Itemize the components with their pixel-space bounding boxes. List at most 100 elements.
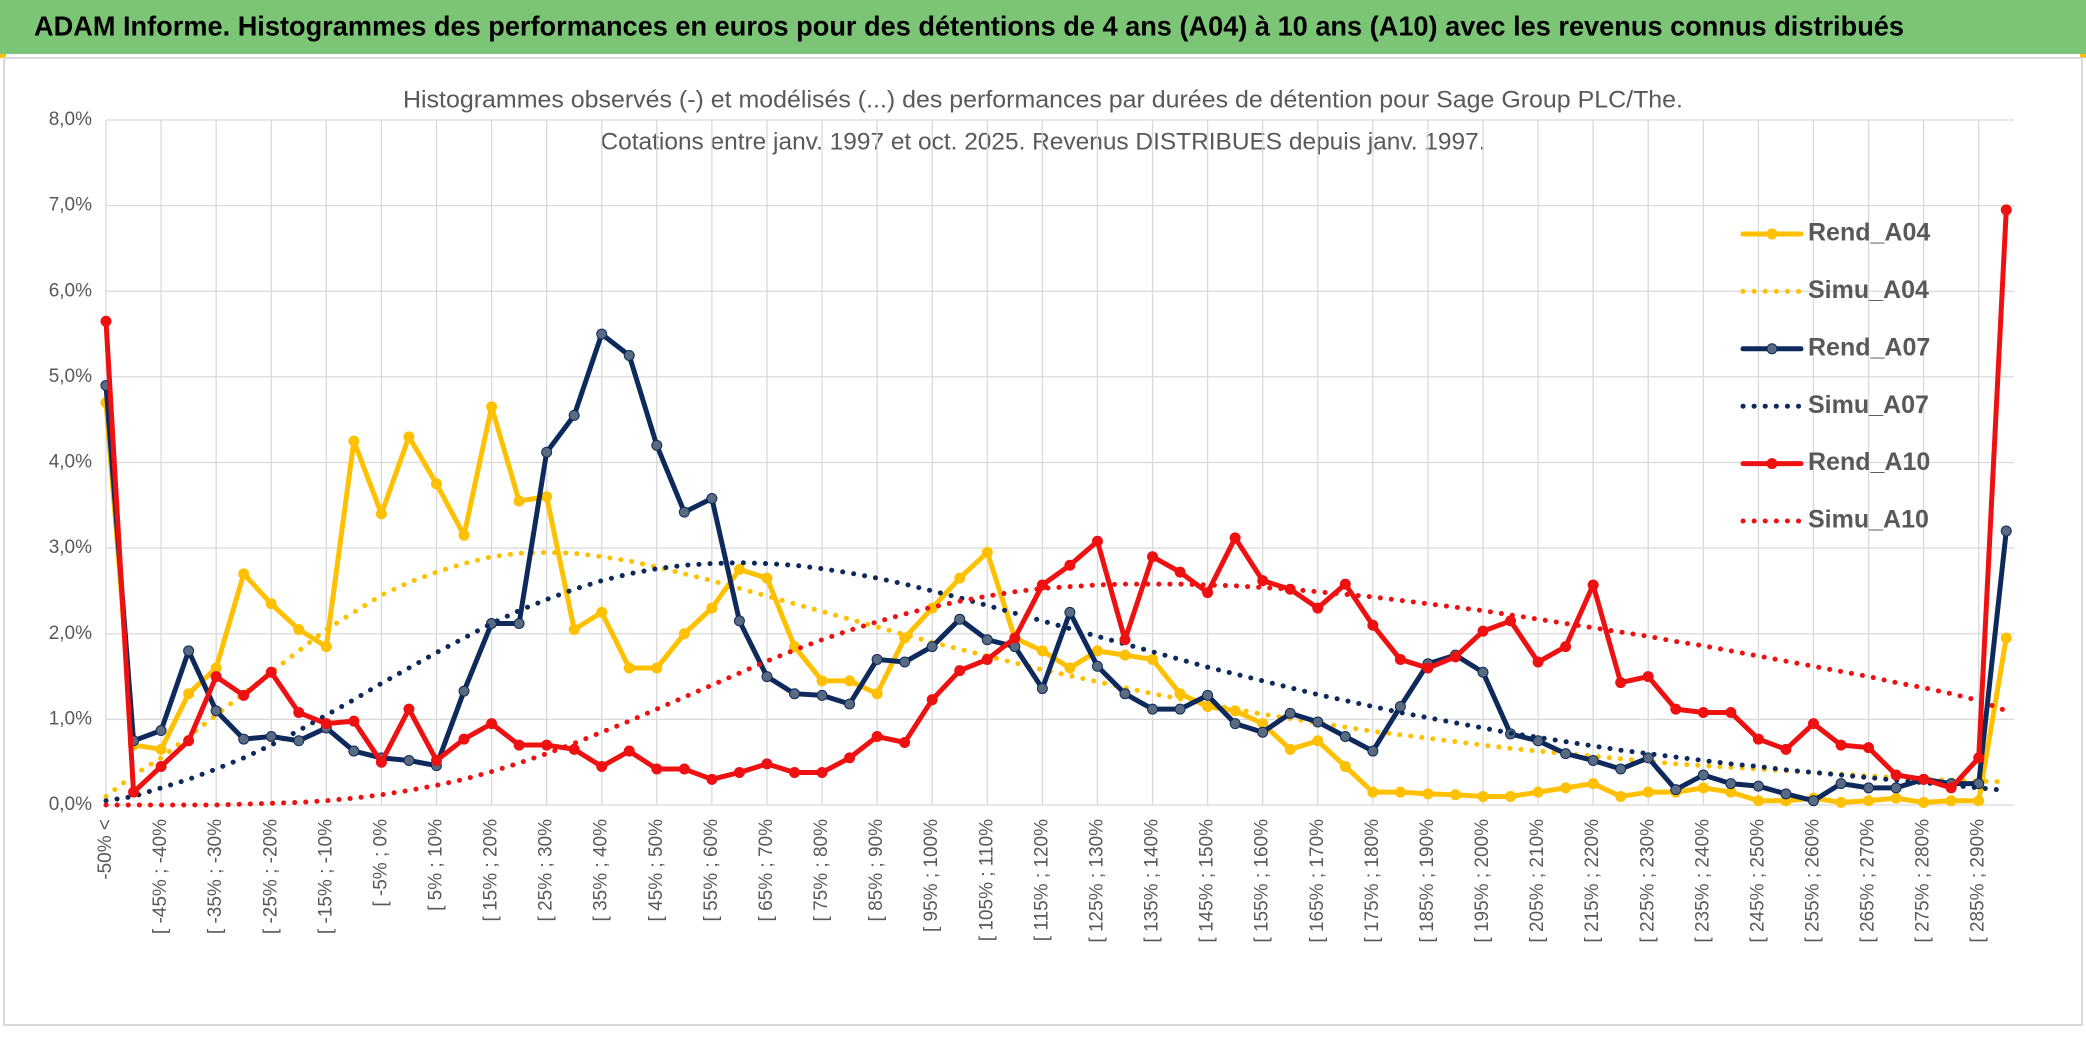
x-tick-label: [ 205% ; 210%: [1527, 819, 1548, 943]
data-point: [128, 786, 140, 798]
data-point: [1670, 703, 1682, 715]
data-point: [1973, 795, 1985, 807]
data-point: [1229, 532, 1241, 544]
data-point: [733, 766, 745, 778]
data-point: [1780, 743, 1792, 755]
data-point: [1863, 795, 1875, 807]
data-point: [155, 760, 167, 772]
data-point: [1697, 769, 1709, 781]
data-point: [293, 707, 305, 719]
data-point: [1036, 645, 1048, 657]
series-line: [103, 581, 2009, 808]
data-point: [1890, 792, 1902, 804]
data-point: [348, 435, 360, 447]
data-point: [1835, 778, 1847, 790]
data-point: [1863, 742, 1875, 754]
data-point: [1725, 778, 1737, 790]
data-point: [1477, 625, 1489, 637]
data-point: [568, 743, 580, 755]
data-point: [265, 598, 277, 610]
legend-label: Rend_A04: [1808, 219, 1930, 247]
data-point: [1642, 786, 1654, 798]
x-tick-label: [ 285% ; 290%: [1968, 819, 1989, 943]
x-tick-label: [ -35% ; -30%: [205, 819, 226, 934]
data-point: [1422, 788, 1434, 800]
data-point: [789, 766, 800, 778]
data-point: [320, 718, 332, 730]
data-point: [1091, 645, 1103, 657]
data-point: [678, 506, 690, 518]
data-point: [1367, 786, 1379, 798]
data-point: [320, 641, 332, 653]
data-point: [238, 568, 250, 580]
banner: [0, 0, 2086, 54]
data-point: [706, 773, 718, 785]
data-point: [1918, 773, 1930, 785]
x-tick-label: -50% <: [95, 819, 116, 880]
data-point: [458, 529, 470, 541]
data-point: [954, 613, 966, 625]
data-point: [183, 735, 195, 747]
data-point: [1505, 790, 1517, 802]
y-tick-label: 8,0%: [49, 109, 92, 130]
data-point: [761, 758, 773, 770]
data-point: [1697, 782, 1709, 794]
data-point: [1202, 587, 1214, 599]
data-point: [761, 572, 773, 584]
data-point: [844, 698, 856, 710]
x-tick-label: [ -15% ; -10%: [315, 819, 336, 934]
x-tick-label: [ -5% ; 0%: [370, 819, 391, 907]
data-point: [238, 733, 250, 745]
data-point: [1615, 677, 1627, 689]
data-point: [210, 671, 222, 683]
data-point: [403, 754, 415, 766]
data-point: [1422, 662, 1434, 674]
data-point: [1890, 769, 1902, 781]
data-point: [1532, 735, 1544, 747]
x-tick-label: [ 25% ; 30%: [536, 819, 557, 922]
data-point: [430, 478, 442, 490]
data-point: [1752, 795, 1764, 807]
data-point: [1642, 752, 1654, 764]
data-point: [1312, 602, 1324, 614]
data-point: [568, 409, 580, 421]
data-point: [2000, 632, 2012, 644]
data-point: [486, 718, 498, 730]
data-point: [1532, 656, 1544, 668]
data-point: [375, 756, 387, 768]
corner-accent: [2080, 54, 2086, 58]
x-tick-label: [ 95% ; 100%: [921, 819, 942, 932]
data-point: [926, 694, 938, 706]
data-point: [265, 731, 277, 742]
data-point: [706, 602, 718, 614]
data-point: [1477, 790, 1489, 802]
data-point: [1918, 796, 1930, 808]
legend-label: Simu_A04: [1808, 276, 1929, 304]
data-point: [706, 492, 718, 504]
data-point: [1257, 575, 1269, 587]
legend-label: Rend_A10: [1808, 448, 1930, 476]
data-point: [1532, 786, 1544, 798]
data-point: [348, 745, 360, 757]
x-tick-label: [ 105% ; 110%: [976, 819, 997, 941]
data-point: [844, 675, 856, 687]
x-tick-label: [ -25% ; -20%: [260, 819, 281, 934]
data-point: [1394, 786, 1406, 798]
data-point: [403, 703, 415, 715]
data-point: [100, 315, 112, 327]
data-point: [458, 733, 470, 745]
data-point: [183, 645, 195, 657]
legend-marker: [1766, 458, 1778, 470]
data-point: [1339, 578, 1351, 590]
banner-title: ADAM Informe. Histogrammes des performan…: [34, 10, 1904, 41]
x-tick-label: [ 165% ; 170%: [1307, 819, 1328, 943]
data-point: [1009, 632, 1021, 644]
data-point: [1147, 703, 1159, 715]
data-point: [1449, 651, 1461, 663]
data-point: [733, 564, 745, 576]
data-point: [1642, 671, 1654, 683]
series-line: [103, 400, 2009, 805]
data-point: [623, 745, 635, 757]
data-point: [596, 328, 608, 340]
data-point: [541, 739, 553, 751]
